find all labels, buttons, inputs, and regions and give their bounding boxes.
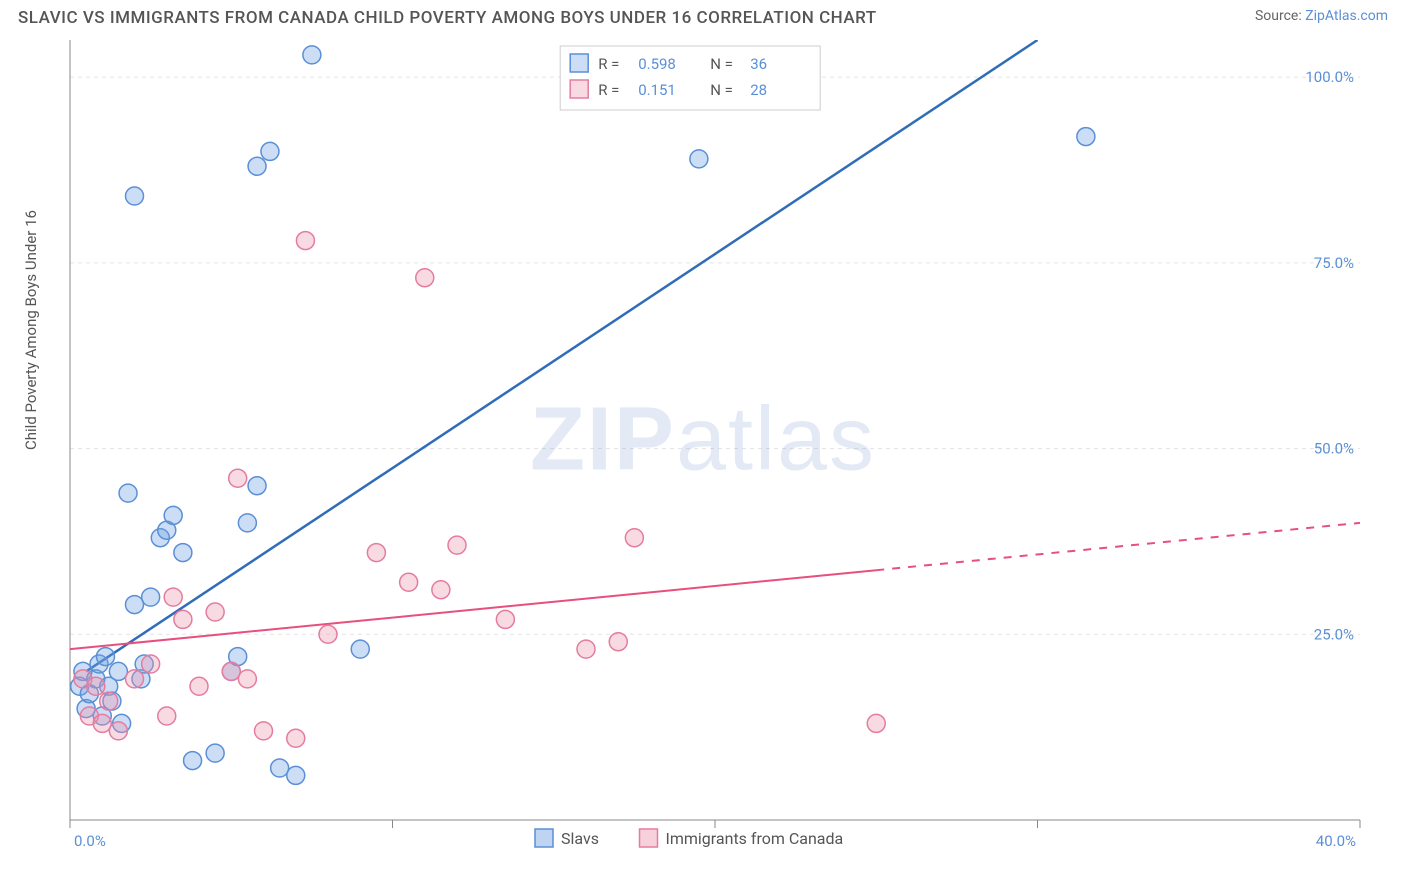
stats-n-label: N =: [710, 81, 733, 99]
regression-line-dashed: [876, 523, 1360, 570]
data-point: [190, 677, 208, 695]
chart-title: SLAVIC VS IMMIGRANTS FROM CANADA CHILD P…: [18, 8, 877, 28]
data-point: [93, 714, 111, 732]
data-point: [126, 670, 144, 688]
stats-n-value: 28: [750, 81, 767, 99]
data-point: [287, 766, 305, 784]
data-point: [100, 692, 118, 710]
data-point: [164, 588, 182, 606]
y-axis-label: Child Poverty Among Boys Under 16: [22, 210, 40, 450]
data-point: [625, 529, 643, 547]
data-point: [142, 588, 160, 606]
data-point: [432, 581, 450, 599]
data-point: [690, 150, 708, 168]
legend-swatch: [535, 829, 553, 847]
x-tick-label: 0.0%: [74, 832, 106, 850]
data-point: [448, 536, 466, 554]
regression-line: [86, 40, 1037, 671]
source-link[interactable]: ZipAtlas.com: [1305, 8, 1388, 24]
data-point: [206, 744, 224, 762]
data-point: [496, 610, 514, 628]
data-point: [296, 232, 314, 250]
data-point: [303, 46, 321, 64]
data-point: [184, 752, 202, 770]
y-tick-label: 25.0%: [1314, 625, 1354, 643]
data-point: [248, 477, 266, 495]
data-point: [109, 722, 127, 740]
data-point: [416, 269, 434, 287]
data-point: [158, 707, 176, 725]
stats-r-label: R =: [598, 55, 619, 73]
data-point: [238, 670, 256, 688]
data-point: [142, 655, 160, 673]
stats-r-value: 0.151: [638, 81, 676, 99]
scatter-chart: 25.0% 50.0% 75.0% 100.0% 0.0% 40.0% Child Pove…: [18, 40, 1388, 874]
stats-n-label: N =: [710, 55, 733, 73]
data-point: [174, 544, 192, 562]
legend-label: Immigrants from Canada: [666, 829, 844, 848]
data-point: [87, 677, 105, 695]
data-point: [248, 157, 266, 175]
data-point: [261, 142, 279, 160]
data-point: [119, 484, 137, 502]
data-point: [222, 662, 240, 680]
chart-header: SLAVIC VS IMMIGRANTS FROM CANADA CHILD P…: [0, 0, 1406, 32]
data-point: [96, 648, 114, 666]
data-point: [109, 662, 127, 680]
data-point: [174, 610, 192, 628]
regression-line: [70, 570, 876, 649]
y-tick-label: 75.0%: [1314, 254, 1354, 272]
data-point: [164, 506, 182, 524]
legend-label: Slavs: [561, 829, 599, 848]
data-point: [255, 722, 273, 740]
stats-swatch: [570, 80, 588, 98]
data-point: [238, 514, 256, 532]
stats-r-label: R =: [598, 81, 619, 99]
source-attribution: Source: ZipAtlas.com: [1255, 8, 1388, 24]
chart-area: ZIPatlas 25.0%50.0%75.0%100.0%0.0%40.0%C…: [18, 40, 1388, 874]
stats-r-value: 0.598: [638, 55, 676, 73]
data-point: [1077, 128, 1095, 146]
stats-n-value: 36: [750, 55, 767, 73]
data-point: [609, 633, 627, 651]
data-point: [206, 603, 224, 621]
data-point: [287, 729, 305, 747]
data-point: [229, 469, 247, 487]
y-tick-label: 50.0%: [1314, 440, 1354, 458]
data-point: [577, 640, 595, 658]
data-point: [271, 759, 289, 777]
data-point: [351, 640, 369, 658]
data-point: [319, 625, 337, 643]
y-tick-label: 100.0%: [1305, 68, 1354, 86]
source-label: Source:: [1255, 8, 1305, 24]
data-point: [126, 596, 144, 614]
data-point: [867, 714, 885, 732]
x-tick-label: 40.0%: [1316, 832, 1356, 850]
data-point: [126, 187, 144, 205]
legend-swatch: [640, 829, 658, 847]
stats-swatch: [570, 54, 588, 72]
data-point: [367, 544, 385, 562]
data-point: [400, 573, 418, 591]
